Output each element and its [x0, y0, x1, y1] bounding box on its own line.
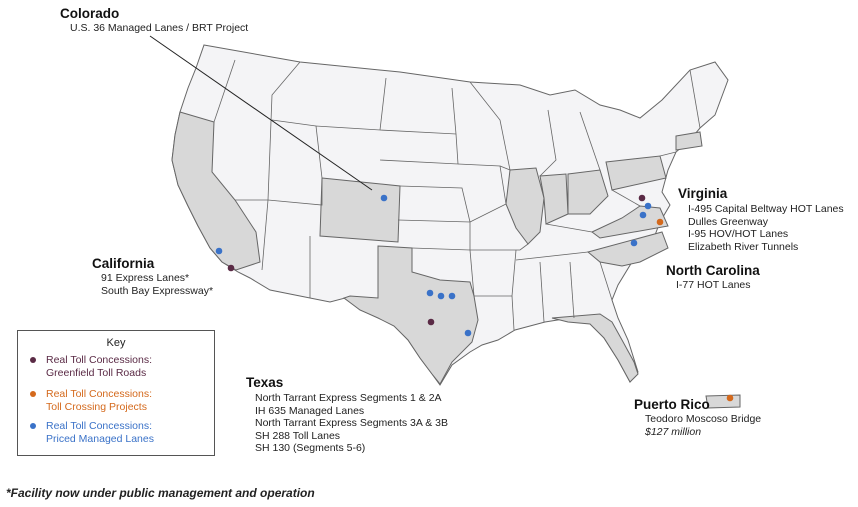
marker-texas-sh130 [427, 318, 435, 326]
key-item-line: Real Toll Concessions: [46, 388, 153, 400]
marker-texas-1 [426, 289, 434, 297]
state-texas [342, 245, 479, 385]
virginia-project: I-95 HOV/HOT Lanes [688, 228, 789, 240]
north-carolina-projects: I-77 HOT Lanes [676, 279, 751, 292]
state-florida [551, 313, 639, 383]
marker-virginia-dulles [638, 194, 646, 202]
state-california [171, 111, 261, 271]
state-pennsylvania [605, 155, 667, 191]
marker-north-carolina-i77 [630, 239, 638, 247]
california-project: South Bay Expressway* [101, 284, 214, 297]
virginia-projects: I-495 Capital Beltway HOT Lanes Dulles G… [688, 203, 844, 253]
managed-lanes-marker-icon [30, 423, 36, 429]
texas-project: North Tarrant Express Segments 1 & 2A [255, 392, 442, 404]
colorado-leader-line [149, 35, 373, 191]
key-item-line: Greenfield Toll Roads [46, 367, 147, 379]
marker-texas-sh288 [464, 329, 472, 337]
state-virginia [591, 205, 669, 239]
north-carolina-title: North Carolina [666, 263, 760, 278]
california-project: 91 Express Lanes* [101, 272, 190, 284]
colorado-project: U.S. 36 Managed Lanes / BRT Project [70, 22, 249, 34]
california-title: California [92, 256, 155, 271]
california-projects: 91 Express Lanes* South Bay Expressway* [101, 272, 213, 297]
key-title: Key [106, 337, 126, 349]
virginia-project: Elizabeth River Tunnels [688, 240, 799, 253]
state-indiana [539, 173, 569, 225]
key-item-line: Real Toll Concessions: [46, 420, 153, 432]
map-key: Key Real Toll Concessions: Greenfield To… [17, 330, 215, 456]
toll-crossing-marker-icon [30, 391, 36, 397]
colorado-title: Colorado [60, 6, 120, 21]
puerto-rico-project: Teodoro Moscoso Bridge [645, 413, 762, 425]
state-ohio [567, 169, 609, 215]
marker-texas-3 [448, 292, 456, 300]
key-item-line: Toll Crossing Projects [46, 401, 147, 413]
texas-project: SH 288 Toll Lanes [255, 429, 341, 442]
key-item-line: Real Toll Concessions: [46, 354, 153, 366]
marker-virginia-i495 [644, 202, 652, 210]
texas-project: IH 635 Managed Lanes [255, 404, 365, 417]
marker-virginia-i95 [639, 211, 647, 219]
marker-texas-2 [437, 292, 445, 300]
virginia-title: Virginia [678, 186, 728, 201]
greenfield-marker-icon [30, 357, 36, 363]
colorado-projects: U.S. 36 Managed Lanes / BRT Project [70, 22, 248, 35]
north-carolina-project: I-77 HOT Lanes [676, 279, 751, 291]
puerto-rico-projects: Teodoro Moscoso Bridge $127 million [645, 413, 761, 438]
texas-projects: North Tarrant Express Segments 1 & 2A IH… [255, 392, 448, 455]
texas-project: SH 130 (Segments 5-6) [255, 442, 366, 454]
marker-virginia-ert [656, 218, 664, 226]
state-massachusetts [675, 131, 703, 151]
footnote: *Facility now under public management an… [6, 486, 315, 500]
key-item-line: Priced Managed Lanes [46, 433, 154, 445]
puerto-rico-title: Puerto Rico [634, 397, 710, 412]
state-colorado [319, 177, 401, 243]
marker-puerto-rico-bridge [726, 394, 734, 402]
virginia-project: Dulles Greenway [688, 215, 768, 228]
marker-california-91 [215, 247, 223, 255]
project-markers [215, 194, 734, 402]
puerto-rico-cost: $127 million [645, 425, 702, 438]
state-borders [213, 59, 701, 331]
texas-title: Texas [246, 375, 284, 390]
texas-project: North Tarrant Express Segments 3A & 3B [255, 417, 448, 429]
state-illinois [505, 167, 545, 245]
marker-california-south-bay [227, 264, 235, 272]
virginia-project: I-495 Capital Beltway HOT Lanes [688, 203, 844, 215]
puerto-rico-shape [705, 394, 741, 409]
marker-colorado-us36 [380, 194, 388, 202]
